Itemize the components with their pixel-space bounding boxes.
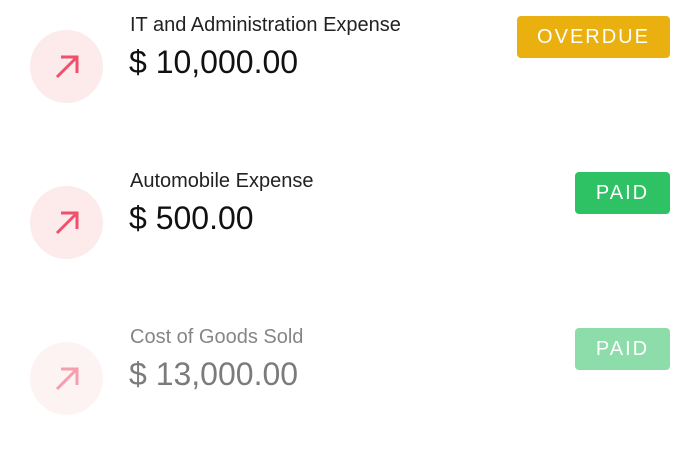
expense-list-item[interactable]: IT and Administration Expense $ 10,000.0… xyxy=(0,14,699,156)
arrow-up-right-icon xyxy=(55,211,78,234)
status-badge: PAID xyxy=(575,328,670,370)
expense-icon-circle xyxy=(30,186,103,259)
arrow-up-right-icon xyxy=(55,55,78,78)
expense-amount: $ 13,000.00 xyxy=(129,356,299,392)
status-badge: PAID xyxy=(575,172,670,214)
expense-title: Cost of Goods Sold xyxy=(130,326,304,348)
expense-list-item[interactable]: Cost of Goods Sold $ 13,000.00 PAID xyxy=(0,326,699,468)
expense-title: Automobile Expense xyxy=(130,170,314,192)
expense-amount: $ 10,000.00 xyxy=(129,44,299,80)
expense-icon-circle xyxy=(30,342,103,415)
arrow-up-right-icon xyxy=(55,367,78,390)
expense-title: IT and Administration Expense xyxy=(130,14,401,36)
expense-icon-circle xyxy=(30,30,103,103)
expense-list-item[interactable]: Automobile Expense $ 500.00 PAID xyxy=(0,170,699,312)
expense-amount: $ 500.00 xyxy=(129,200,254,236)
status-badge: OVERDUE xyxy=(517,16,670,58)
